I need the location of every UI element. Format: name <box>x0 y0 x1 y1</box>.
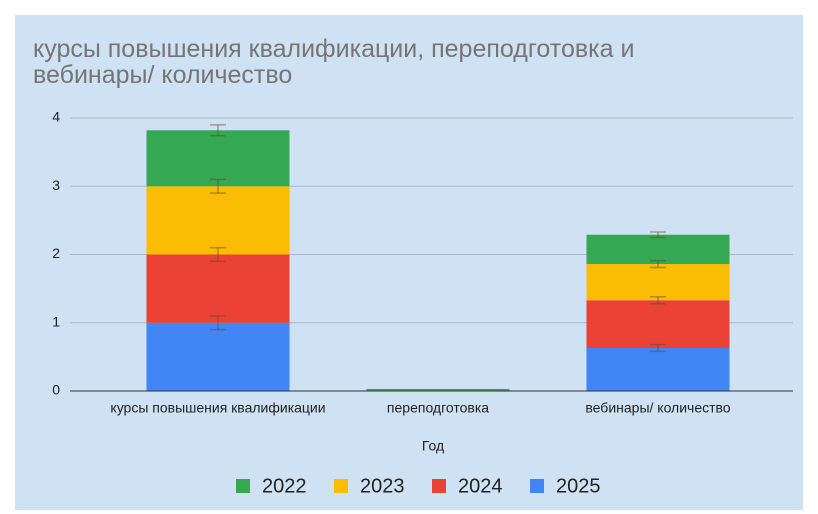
x-tick-label: переподготовка <box>387 400 489 416</box>
error-bar <box>650 231 666 239</box>
y-tick-label: 4 <box>52 109 60 125</box>
y-tick-label: 0 <box>52 382 60 398</box>
x-tick-label: вебинары/ количество <box>585 400 730 416</box>
legend-swatch <box>334 479 348 493</box>
y-tick-label: 2 <box>52 245 60 261</box>
bar-segment <box>146 186 290 255</box>
legend-swatch <box>236 479 250 493</box>
error-bar <box>210 246 226 263</box>
bar-segment <box>146 254 290 323</box>
error-bar <box>650 259 666 269</box>
error-bar <box>210 178 226 194</box>
error-bar <box>210 124 226 137</box>
bar-segment <box>366 388 510 391</box>
legend-label: 2025 <box>556 475 601 497</box>
y-tick-label: 1 <box>52 313 60 329</box>
error-bar <box>650 343 666 353</box>
bar-segment <box>146 322 290 391</box>
bar-segment <box>146 130 290 187</box>
error-bar <box>210 315 226 331</box>
legend-swatch <box>530 479 544 493</box>
bar-segment <box>586 234 730 265</box>
legend-label: 2022 <box>262 475 307 497</box>
y-tick-label: 3 <box>52 177 60 193</box>
bar-segment <box>586 348 730 391</box>
legend-label: 2024 <box>458 475 503 497</box>
chart-title: курсы повышения квалификации, переподгот… <box>33 35 635 89</box>
x-axis-label: Год <box>422 438 444 454</box>
x-tick-label: курсы повышения квалификации <box>110 400 325 416</box>
error-bar <box>650 296 666 305</box>
bar-segment <box>586 264 730 301</box>
bar-segment <box>586 300 730 349</box>
legend-label: 2023 <box>360 475 405 497</box>
legend-swatch <box>432 479 446 493</box>
